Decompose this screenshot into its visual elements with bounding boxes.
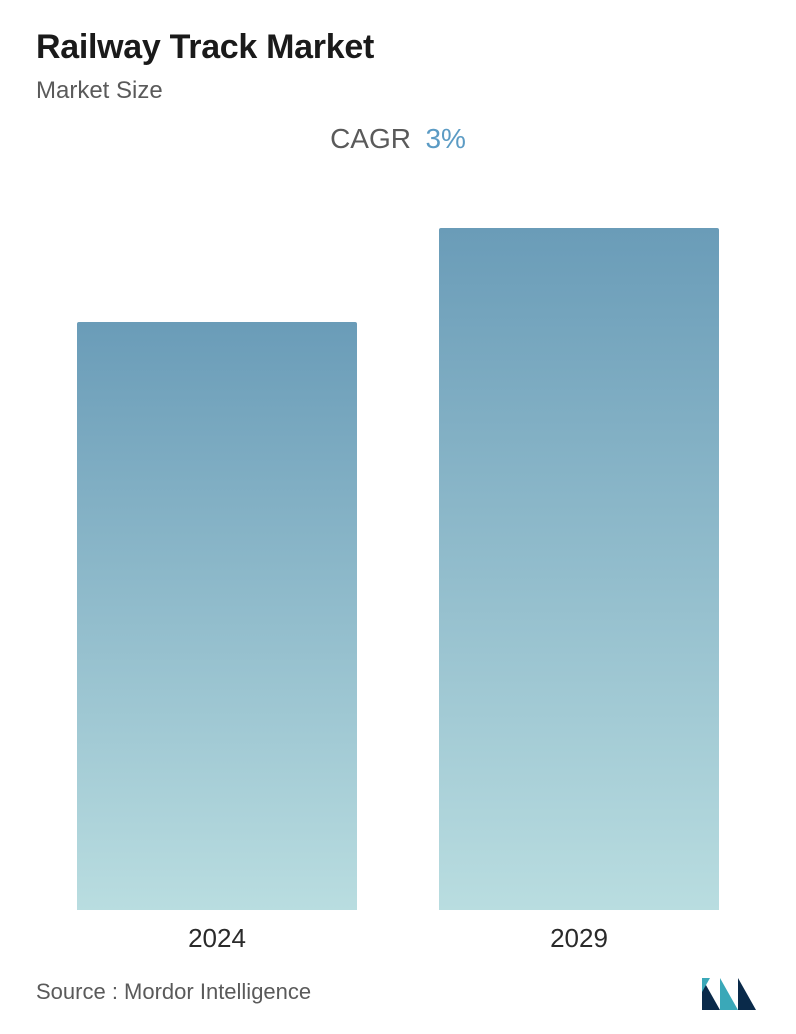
bars-wrap: 2024 2029 xyxy=(46,210,750,910)
bar-column: 2029 xyxy=(439,228,719,911)
chart-container: Railway Track Market Market Size CAGR 3%… xyxy=(0,0,796,1034)
chart-title: Railway Track Market xyxy=(36,28,760,67)
brand-logo-icon xyxy=(700,972,760,1012)
bar-label: 2024 xyxy=(188,923,246,954)
cagr-row: CAGR 3% xyxy=(36,123,760,155)
bar-column: 2024 xyxy=(77,322,357,910)
bar-label: 2029 xyxy=(550,923,608,954)
cagr-value: 3% xyxy=(425,123,465,154)
source-text: Source : Mordor Intelligence xyxy=(36,979,311,1005)
chart-footer: Source : Mordor Intelligence xyxy=(36,958,760,1012)
chart-subtitle: Market Size xyxy=(36,77,760,105)
bar xyxy=(77,322,357,910)
bar xyxy=(439,228,719,911)
cagr-label: CAGR xyxy=(330,123,411,154)
chart-plot-area: 2024 2029 xyxy=(46,195,750,958)
